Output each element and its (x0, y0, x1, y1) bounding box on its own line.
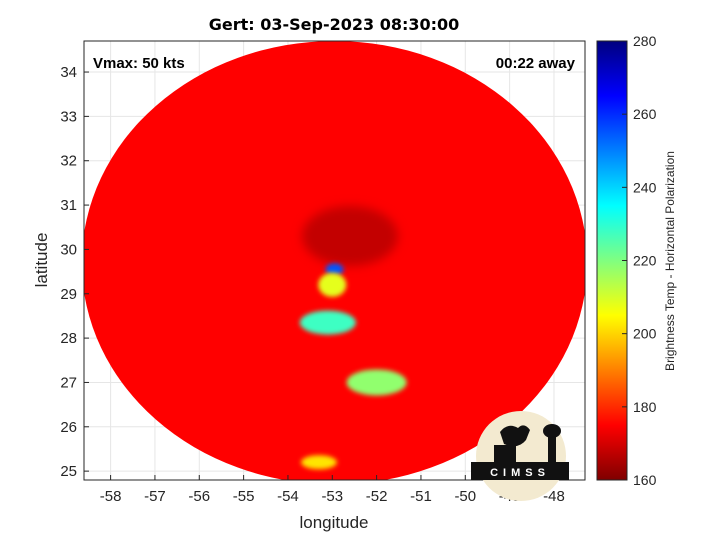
colorbar-tick-label: 280 (633, 33, 657, 49)
y-tick-label: 27 (60, 374, 77, 391)
chart-title: Gert: 03-Sep-2023 08:30:00 (209, 15, 460, 34)
y-tick-label: 29 (60, 286, 77, 303)
logo-text: CIMSS (490, 467, 550, 479)
south-east-band (346, 369, 407, 396)
water-tower-icon (548, 428, 556, 466)
colorbar-tick-label: 160 (633, 472, 657, 488)
y-axis-label: latitude (32, 233, 51, 288)
y-tick-label: 26 (60, 419, 77, 436)
southern-band (299, 310, 356, 335)
vmax-annotation: Vmax: 50 kts (93, 55, 185, 72)
y-tick-label: 33 (60, 108, 77, 125)
x-tick-label: -50 (454, 488, 476, 505)
colorbar-tick-label: 220 (633, 253, 657, 269)
x-tick-label: -57 (144, 488, 166, 505)
plot-frame (83, 40, 586, 481)
inner-band (318, 272, 347, 297)
colorbar-label: Brightness Temp - Horizontal Polarizatio… (663, 151, 677, 371)
x-tick-label: -48 (543, 488, 565, 505)
y-tick-label: 34 (60, 64, 77, 81)
colorbar-tick-label: 260 (633, 106, 657, 122)
y-tick-label: 31 (60, 197, 77, 214)
colorbar-tick-label: 200 (633, 326, 657, 342)
eye-region (302, 206, 399, 267)
x-tick-label: -54 (277, 488, 299, 505)
warm-core-hotspot (325, 263, 344, 276)
x-tick-label: -56 (188, 488, 210, 505)
x-tick-label: -52 (366, 488, 388, 505)
y-tick-label: 28 (60, 330, 77, 347)
x-axis-label: longitude (299, 513, 368, 532)
x-ticks: -58-57-56-55-54-53-52-51-50-49-48 (100, 475, 565, 505)
colorbar-tick-label: 240 (633, 179, 657, 195)
south-edge-band (300, 455, 337, 470)
cimss-logo: CIMSS (471, 411, 569, 501)
time-away-annotation: 00:22 away (496, 55, 576, 72)
y-tick-label: 32 (60, 153, 77, 170)
x-tick-label: -55 (233, 488, 255, 505)
x-tick-label: -58 (100, 488, 122, 505)
colorbar-tick-label: 180 (633, 399, 657, 415)
satellite-dish-icon (500, 425, 530, 447)
colorbar-ticks: 160 180 200 220 240 260 280 (622, 33, 657, 488)
x-tick-label: -53 (321, 488, 343, 505)
y-ticks: 25 26 27 28 29 30 31 32 33 34 (60, 64, 89, 480)
y-tick-label: 25 (60, 463, 77, 480)
x-tick-label: -51 (410, 488, 432, 505)
y-tick-label: 30 (60, 241, 77, 258)
features (299, 206, 407, 470)
